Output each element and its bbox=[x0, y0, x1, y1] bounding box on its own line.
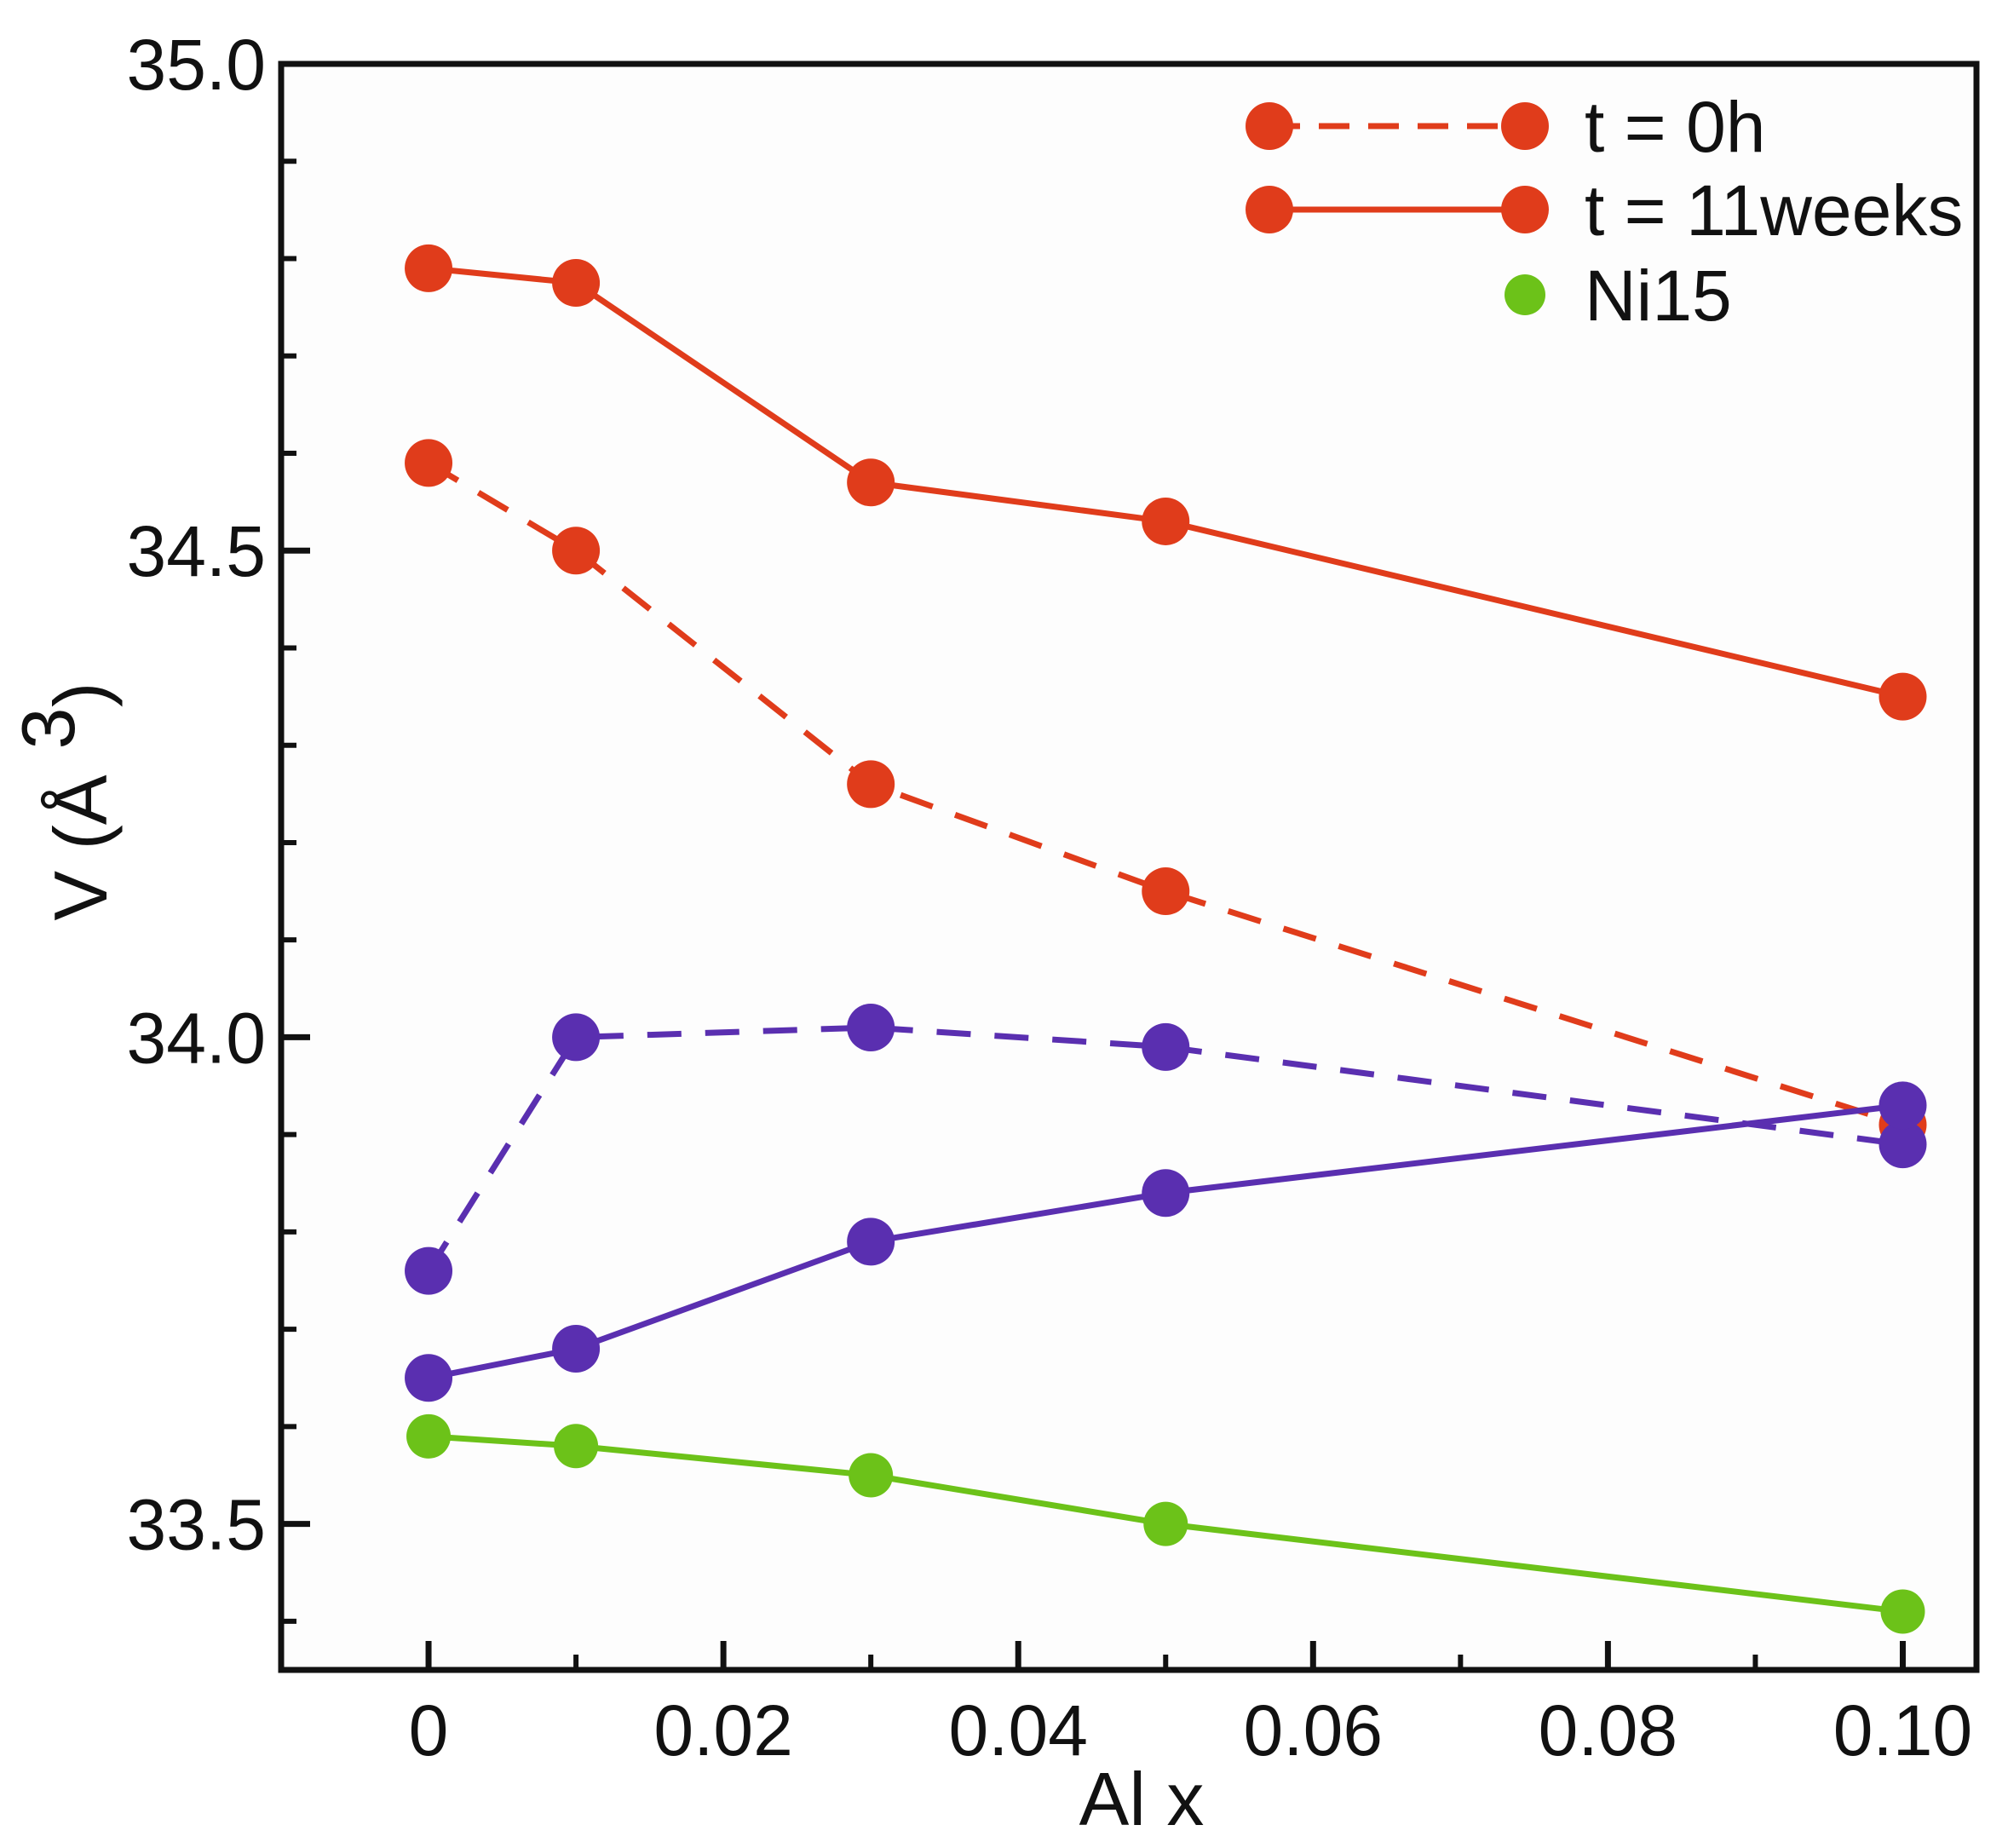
data-point bbox=[554, 1424, 599, 1469]
data-point bbox=[849, 1453, 894, 1498]
x-tick-labels: 0 0.02 0.04 0.06 0.08 0.10 bbox=[409, 1690, 1973, 1770]
legend-label-t11weeks: t = 11weeks bbox=[1585, 170, 1963, 250]
x-tick-label: 0.04 bbox=[948, 1690, 1088, 1770]
y-tick-label: 34.0 bbox=[127, 998, 267, 1078]
y-axis-title: V (Å 3 ) bbox=[6, 682, 123, 921]
legend-marker bbox=[1501, 186, 1549, 233]
y-tick-labels: 33.5 34.0 34.5 35.0 bbox=[127, 25, 267, 1565]
legend-marker bbox=[1246, 102, 1293, 150]
x-tick-label: 0.08 bbox=[1539, 1690, 1678, 1770]
data-point bbox=[405, 1354, 453, 1402]
legend-marker-ni15 bbox=[1505, 274, 1545, 315]
x-tick-label: 0.10 bbox=[1833, 1690, 1973, 1770]
data-point bbox=[847, 760, 895, 809]
x-tick-label: 0 bbox=[409, 1690, 449, 1770]
data-point bbox=[1879, 1120, 1927, 1169]
data-point bbox=[552, 1325, 601, 1373]
data-point bbox=[847, 1004, 895, 1051]
y-axis-title-superscript: 3 bbox=[6, 708, 90, 750]
y-axis-title-text: V (Å bbox=[38, 774, 123, 920]
y-tick-label: 34.5 bbox=[127, 511, 267, 591]
data-point bbox=[1142, 1169, 1190, 1218]
major-ticks bbox=[281, 60, 1906, 1670]
y-tick-label: 35.0 bbox=[127, 25, 267, 105]
x-tick-label: 0.06 bbox=[1244, 1690, 1384, 1770]
x-tick-label: 0.02 bbox=[653, 1690, 793, 1770]
data-point bbox=[405, 244, 453, 292]
data-point bbox=[1879, 672, 1927, 721]
data-point bbox=[847, 1218, 895, 1266]
data-point bbox=[405, 1246, 453, 1295]
data-point bbox=[405, 439, 453, 487]
series-line bbox=[426, 1024, 1903, 1273]
data-point bbox=[1879, 1081, 1927, 1130]
legend-marker bbox=[1501, 102, 1549, 150]
legend-label-t0: t = 0h bbox=[1585, 87, 1766, 167]
y-axis-title-close: ) bbox=[38, 682, 123, 707]
legend-label-ni15: Ni15 bbox=[1585, 256, 1732, 336]
data-point bbox=[406, 1413, 452, 1459]
data-point bbox=[1142, 867, 1190, 916]
x-axis-title: Al x bbox=[1079, 1757, 1205, 1841]
series-points bbox=[405, 244, 1927, 1634]
data-point bbox=[1142, 497, 1190, 545]
data-point bbox=[1880, 1589, 1925, 1634]
data-point bbox=[552, 1013, 601, 1062]
minor-ticks bbox=[281, 158, 1758, 1670]
data-point bbox=[552, 527, 601, 575]
y-tick-label: 33.5 bbox=[127, 1485, 267, 1565]
legend: t = 0h t = 11weeks Ni15 bbox=[1246, 87, 1963, 336]
legend-marker bbox=[1246, 186, 1293, 233]
data-point bbox=[847, 458, 895, 507]
plot-frame bbox=[278, 60, 1980, 1673]
data-point bbox=[552, 259, 601, 308]
data-point bbox=[1142, 1022, 1190, 1071]
data-point bbox=[1143, 1501, 1188, 1546]
